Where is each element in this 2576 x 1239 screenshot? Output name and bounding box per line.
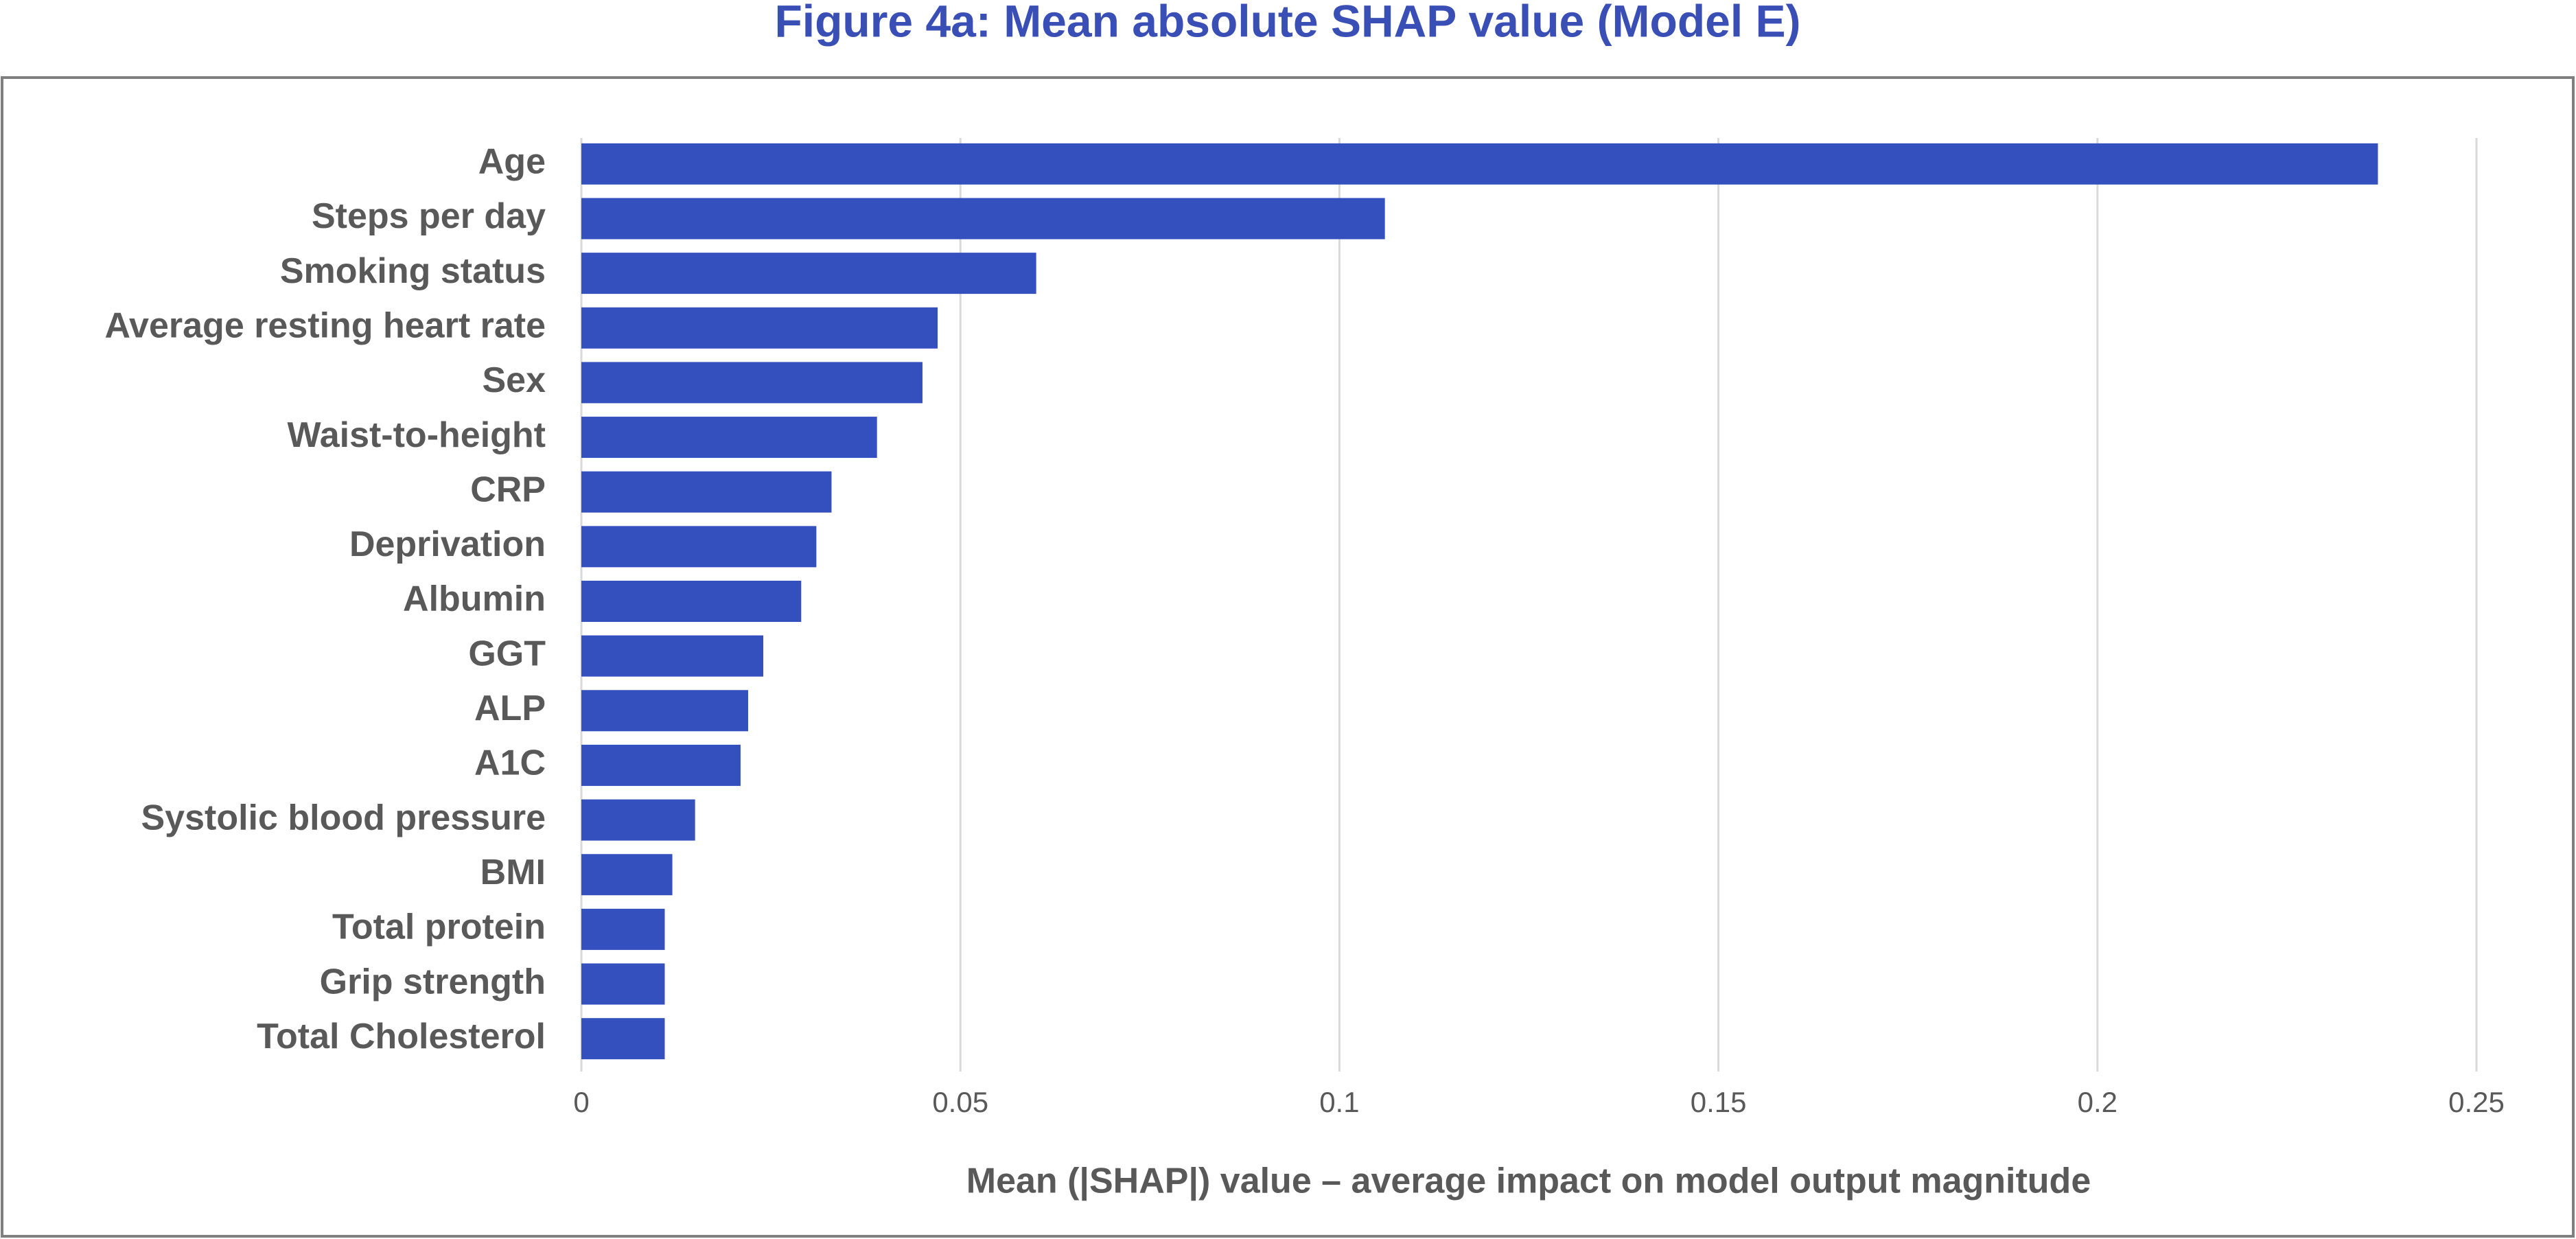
bar (581, 963, 665, 1005)
bar (581, 1018, 665, 1060)
y-tick-label: Smoking status (280, 251, 546, 291)
bar (581, 690, 748, 732)
y-tick-label: Waist-to-height (288, 415, 546, 455)
y-tick-label: Grip strength (320, 962, 546, 1001)
y-tick-label: ALP (474, 688, 546, 728)
y-tick-label: Deprivation (349, 524, 546, 564)
y-tick-label: Average resting heart rate (104, 305, 546, 345)
chart-frame (1, 76, 2575, 1238)
chart-title: Figure 4a: Mean absolute SHAP value (Mod… (774, 0, 1800, 46)
bar (581, 417, 877, 459)
y-tick-label: GGT (468, 634, 546, 673)
bar (581, 307, 938, 349)
bar (581, 744, 741, 786)
x-tick-label: 0.05 (932, 1086, 988, 1118)
x-tick-label: 0.25 (2448, 1086, 2505, 1118)
y-tick-label: Sex (482, 360, 546, 400)
x-tick-label: 0 (573, 1086, 589, 1118)
y-tick-label: Albumin (403, 579, 546, 619)
x-axis-title: Mean (|SHAP|) value – average impact on … (966, 1161, 2091, 1201)
bar (581, 253, 1036, 294)
bar (581, 799, 695, 841)
bar (581, 854, 673, 896)
x-tick-label: 0.2 (2078, 1086, 2117, 1118)
x-tick-label: 0.15 (1691, 1086, 1747, 1118)
bar (581, 362, 923, 404)
bar (581, 581, 802, 622)
bar (581, 526, 817, 568)
bar (581, 143, 2378, 185)
x-tick-label: 0.1 (1319, 1086, 1359, 1118)
y-tick-label: Total protein (332, 907, 546, 947)
y-tick-label: Systolic blood pressure (141, 798, 546, 837)
bar (581, 908, 665, 950)
bar (581, 635, 764, 677)
y-tick-label: Age (478, 142, 546, 182)
y-tick-label: Total Cholesterol (257, 1017, 546, 1056)
bar (581, 471, 832, 513)
y-tick-label: BMI (480, 853, 546, 892)
y-tick-label: Steps per day (312, 196, 546, 236)
y-tick-label: A1C (474, 743, 546, 783)
y-tick-label: CRP (470, 470, 546, 509)
bar (581, 198, 1385, 240)
